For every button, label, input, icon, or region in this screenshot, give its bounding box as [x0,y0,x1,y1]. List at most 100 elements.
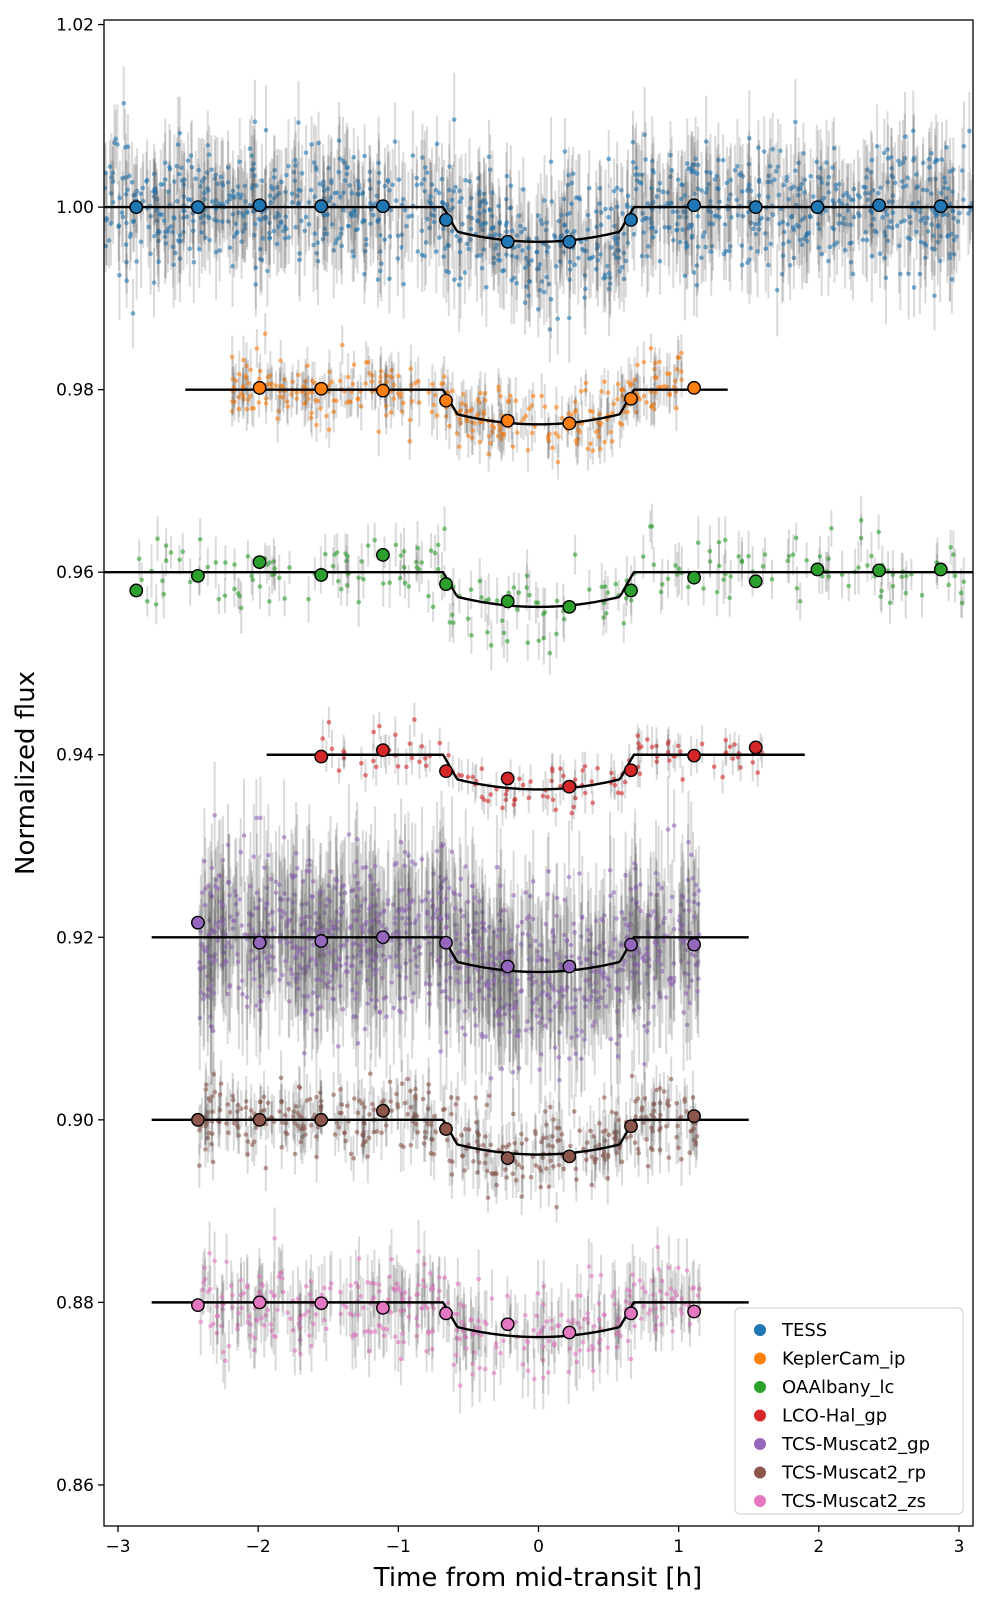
raw-point [271,195,277,201]
raw-point [326,719,332,725]
raw-point [398,553,404,558]
raw-point [138,191,144,197]
raw-point [467,179,472,184]
raw-point [351,254,357,259]
raw-point [656,187,661,193]
raw-point [419,181,424,187]
raw-point [432,550,438,556]
raw-point [637,771,643,776]
raw-point [336,1044,341,1049]
raw-point [494,598,500,603]
raw-point [967,128,972,134]
raw-point [245,553,251,559]
raw-point [404,764,409,770]
raw-point [949,231,954,237]
raw-point [236,406,241,412]
raw-point [339,342,345,348]
raw-point [703,190,709,196]
raw-point [225,165,231,170]
raw-point [478,390,483,396]
raw-point [898,219,904,225]
raw-point [283,189,288,195]
raw-point [603,206,608,212]
raw-point [423,240,429,245]
raw-point [639,172,645,178]
raw-point [793,535,799,541]
raw-point [481,208,487,214]
raw-point [691,270,697,275]
raw-point [712,213,718,219]
raw-point [334,237,340,243]
raw-point [676,214,682,220]
raw-point [914,172,919,177]
raw-point [602,379,607,385]
raw-point [414,175,419,181]
raw-point [639,181,644,186]
raw-point [608,429,613,435]
raw-point [272,566,277,571]
raw-point [274,241,280,247]
raw-point [417,759,422,765]
raw-point [158,182,164,187]
raw-point [869,553,874,559]
raw-point [156,259,161,265]
raw-point [952,573,958,579]
raw-point [539,393,544,399]
raw-point [580,768,585,773]
raw-point [671,237,676,243]
raw-point [708,170,713,175]
raw-point [863,229,868,235]
raw-point [648,225,654,231]
raw-point [667,174,673,180]
raw-point [730,756,736,761]
raw-point [393,198,399,203]
raw-point [910,128,916,134]
raw-point [566,411,572,416]
raw-point [289,200,295,205]
raw-point [115,142,120,147]
raw-point [520,782,526,788]
raw-point [265,268,270,274]
raw-point [177,256,183,261]
raw-point [641,230,646,235]
raw-point [409,398,415,404]
raw-point [797,598,803,604]
raw-point [911,285,917,290]
raw-point [361,218,367,224]
raw-point [945,234,950,239]
raw-point [536,638,542,644]
raw-point [750,760,756,765]
raw-point [608,1036,614,1042]
raw-point [686,166,691,171]
raw-point [837,198,842,204]
raw-point [362,153,367,159]
raw-point [377,723,382,729]
raw-point [801,150,806,156]
raw-point [919,592,925,598]
raw-point [908,236,913,242]
raw-point [311,160,317,165]
raw-point [306,596,311,602]
raw-point [593,209,599,214]
raw-point [539,279,545,284]
raw-point [514,430,520,435]
raw-point [465,774,471,780]
raw-point [481,191,487,197]
raw-point [606,270,612,276]
raw-point [437,740,443,746]
raw-point [736,554,742,559]
raw-point [181,229,186,235]
raw-point [858,518,864,523]
raw-point [549,199,555,204]
raw-point [739,189,745,194]
raw-point [484,284,489,290]
raw-point [504,173,510,179]
raw-point [239,192,244,198]
raw-point [937,258,943,264]
raw-point [441,374,447,379]
raw-point [633,165,639,171]
raw-point [534,235,539,241]
raw-point [856,565,861,570]
raw-point [943,196,949,201]
raw-point [781,241,786,247]
